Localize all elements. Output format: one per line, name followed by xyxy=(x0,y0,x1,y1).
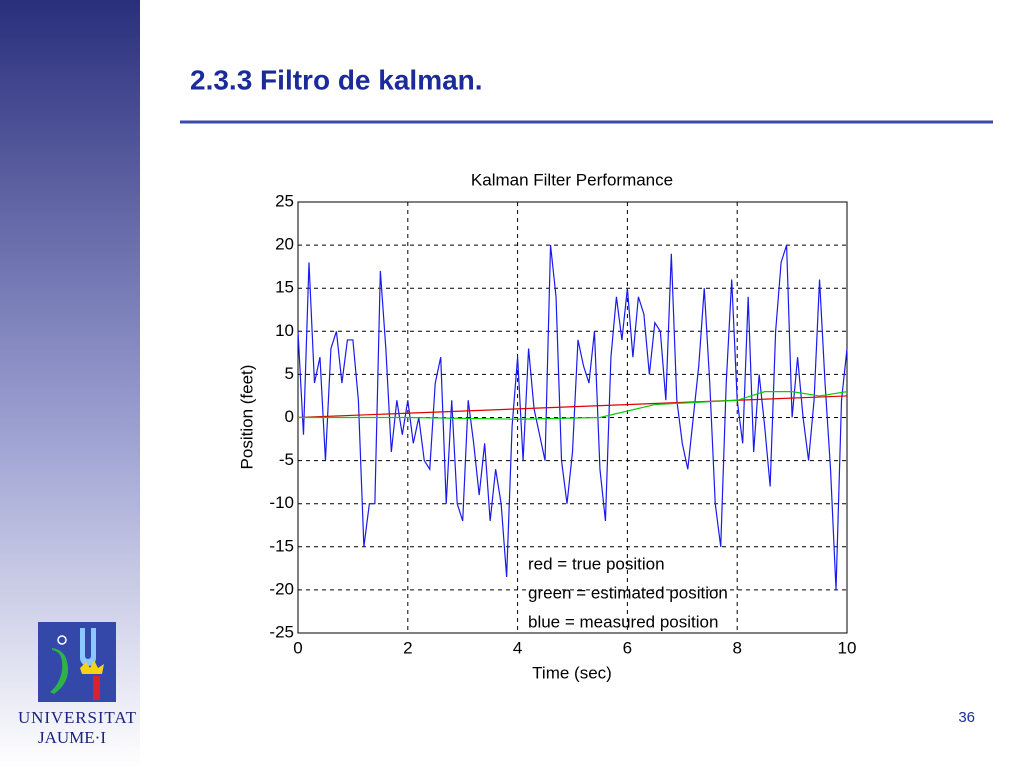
x-axis-label: Time (sec) xyxy=(532,663,612,682)
logo-text: UNIVERSITAT xyxy=(18,708,137,727)
legend-entry: red = true position xyxy=(528,554,665,573)
y-tick-label: -15 xyxy=(269,536,294,555)
logo-text: JAUME·I xyxy=(38,728,106,747)
logo xyxy=(38,622,116,702)
y-tick-label: -10 xyxy=(269,493,294,512)
y-tick-label: 10 xyxy=(275,321,294,340)
series-line xyxy=(297,395,848,419)
y-tick-label: 20 xyxy=(275,235,294,254)
x-tick-label: 4 xyxy=(513,638,522,657)
y-tick-label: 25 xyxy=(275,191,294,210)
y-axis-label: Position (feet) xyxy=(237,365,256,470)
chart-title: Kalman Filter Performance xyxy=(471,170,673,189)
y-tick-label: 15 xyxy=(275,278,294,297)
page-number: 36 xyxy=(958,709,975,726)
x-tick-label: 2 xyxy=(403,638,412,657)
y-tick-label: -5 xyxy=(279,450,294,469)
y-tick-label: -25 xyxy=(269,622,294,641)
y-tick-label: 0 xyxy=(285,407,294,426)
legend-entry: blue = measured position xyxy=(528,612,718,631)
x-tick-label: 10 xyxy=(838,638,857,657)
slide-title: 2.3.3 Filtro de kalman. xyxy=(190,64,483,95)
x-tick-label: 8 xyxy=(732,638,741,657)
x-tick-label: 6 xyxy=(623,638,632,657)
y-tick-label: 5 xyxy=(285,364,294,383)
x-tick-label: 0 xyxy=(293,638,302,657)
y-tick-label: -20 xyxy=(269,579,294,598)
series-line xyxy=(298,391,848,420)
legend-entry: green = estimated position xyxy=(528,583,728,602)
